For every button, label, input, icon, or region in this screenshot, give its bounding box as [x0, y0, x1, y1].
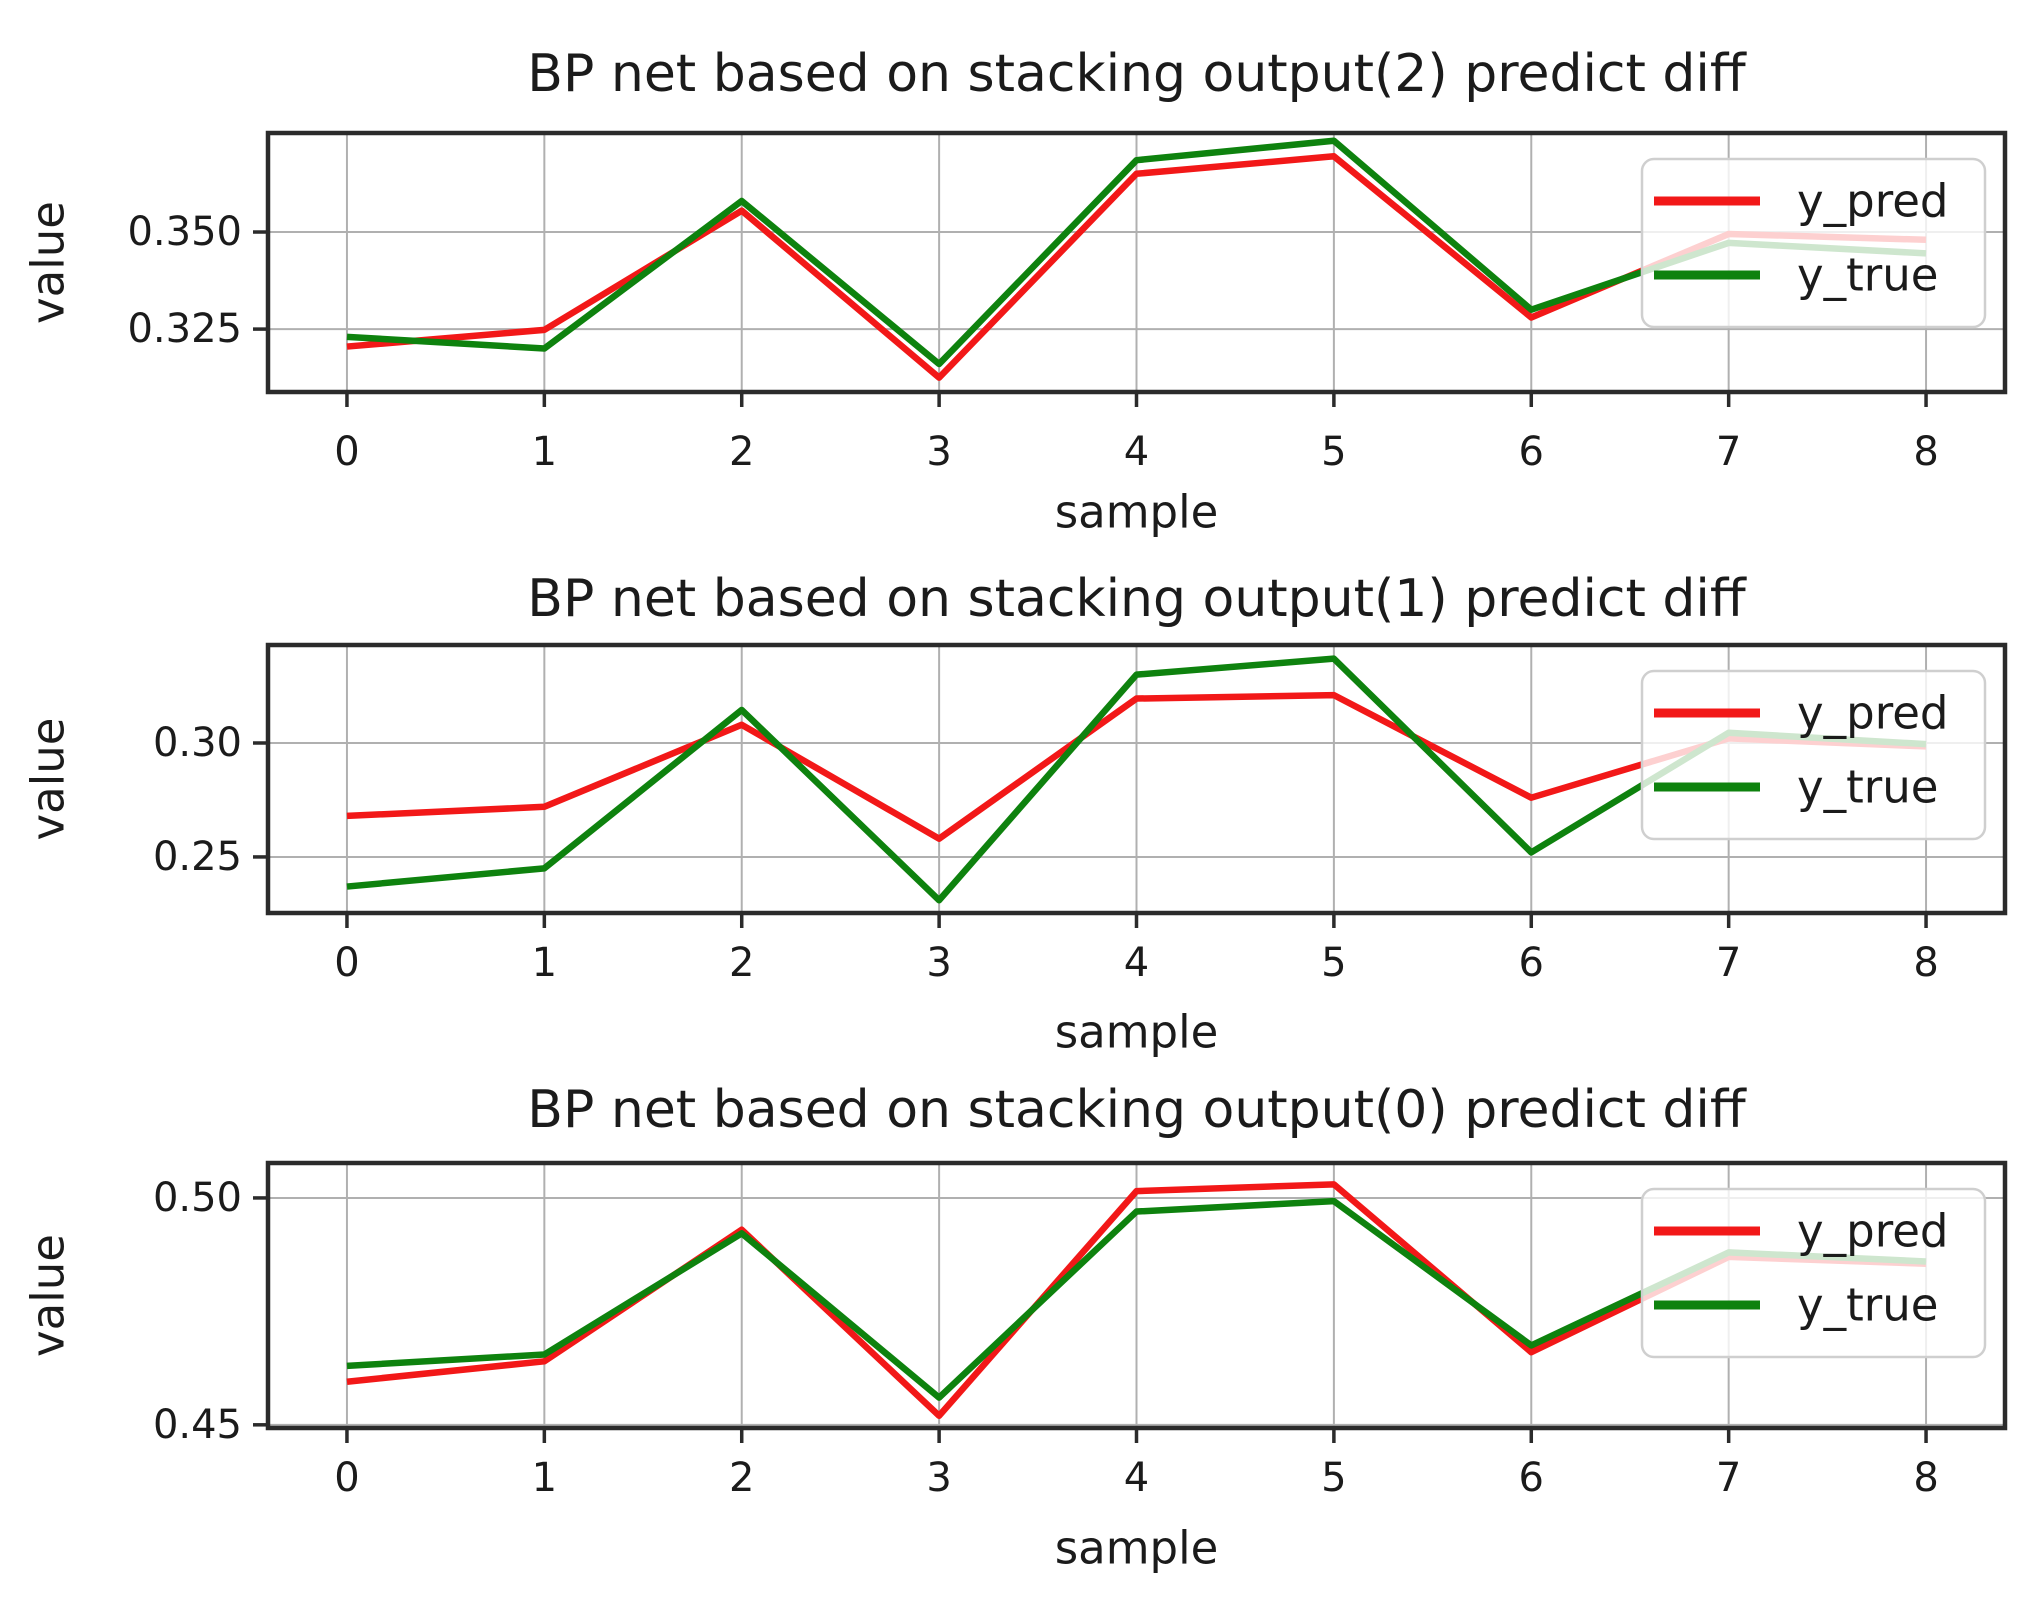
- y-axis-tick-label: 0.45: [153, 1402, 242, 1448]
- x-axis-tick-label: 0: [334, 429, 359, 475]
- x-axis-tick-label: 2: [729, 940, 754, 986]
- x-axis-tick-label: 0: [334, 1455, 359, 1501]
- legend-label-y_pred: y_pred: [1797, 175, 1948, 228]
- x-axis-tick-label: 8: [1913, 429, 1938, 475]
- x-axis-tick-label: 7: [1716, 429, 1741, 475]
- x-axis-tick-label: 6: [1519, 429, 1544, 475]
- subplot-output-2: y_pred y_true BP net based on stacking out…: [22, 44, 2008, 539]
- x-axis-tick-label: 3: [926, 940, 951, 986]
- tick-marks: [253, 230, 1928, 407]
- subplot-output-1: y_pred y_true BP net based on stacking out…: [22, 569, 2008, 1059]
- tick-marks: [253, 741, 1928, 928]
- y-axis-tick-label: 0.350: [127, 209, 242, 255]
- x-axis-tick-label: 4: [1124, 940, 1149, 986]
- x-axis-tick-label: 1: [532, 940, 557, 986]
- legend: y_pred y_true: [1640, 157, 1987, 329]
- legend: y_pred y_true: [1640, 1187, 1987, 1359]
- chart-title: BP net based on stacking output(0) predi…: [527, 1080, 1747, 1140]
- legend: y_pred y_true: [1640, 669, 1987, 841]
- plot-border: [265, 130, 2008, 395]
- x-axis-tick-label: 8: [1913, 940, 1938, 986]
- x-axis-tick-label: 3: [926, 429, 951, 475]
- x-axis-tick-label: 5: [1321, 940, 1346, 986]
- x-axis-label: sample: [1055, 1522, 1219, 1575]
- legend-label-y_true: y_true: [1797, 1279, 1938, 1332]
- x-axis-tick-label: 2: [729, 429, 754, 475]
- plot-border: [265, 642, 2008, 916]
- y-axis-label: value: [22, 201, 75, 324]
- x-axis-tick-label: 5: [1321, 429, 1346, 475]
- y-axis-tick-label: 0.50: [153, 1175, 242, 1221]
- x-axis-tick-label: 4: [1124, 1455, 1149, 1501]
- x-axis-tick-label: 7: [1716, 940, 1741, 986]
- chart-title: BP net based on stacking output(1) predi…: [527, 569, 1747, 629]
- x-axis-tick-label: 7: [1716, 1455, 1741, 1501]
- x-axis-tick-label: 0: [334, 940, 359, 986]
- chart-title: BP net based on stacking output(2) predi…: [527, 44, 1747, 104]
- y-axis-tick-label: 0.325: [127, 306, 242, 352]
- x-axis-tick-label: 6: [1519, 940, 1544, 986]
- x-axis-tick-label: 3: [926, 1455, 951, 1501]
- x-axis-tick-label: 8: [1913, 1455, 1938, 1501]
- legend-label-y_true: y_true: [1797, 249, 1938, 302]
- x-axis-label: sample: [1055, 486, 1219, 539]
- y-axis-tick-label: 0.25: [153, 834, 242, 880]
- y-axis-label: value: [22, 718, 75, 841]
- tick-marks: [253, 1196, 1928, 1443]
- x-axis-label: sample: [1055, 1006, 1219, 1059]
- plot-border: [265, 1160, 2008, 1431]
- subplot-output-0: y_pred y_true BP net based on stacking out…: [22, 1080, 2008, 1575]
- x-axis-tick-label: 1: [532, 429, 557, 475]
- x-axis-tick-label: 5: [1321, 1455, 1346, 1501]
- x-axis-tick-label: 4: [1124, 429, 1149, 475]
- x-axis-tick-label: 2: [729, 1455, 754, 1501]
- x-axis-tick-label: 1: [532, 1455, 557, 1501]
- legend-label-y_pred: y_pred: [1797, 687, 1948, 740]
- legend-label-y_pred: y_pred: [1797, 1205, 1948, 1258]
- legend-label-y_true: y_true: [1797, 761, 1938, 814]
- y-axis-tick-label: 0.30: [153, 720, 242, 766]
- y-axis-label: value: [22, 1234, 75, 1357]
- x-axis-tick-label: 6: [1519, 1455, 1544, 1501]
